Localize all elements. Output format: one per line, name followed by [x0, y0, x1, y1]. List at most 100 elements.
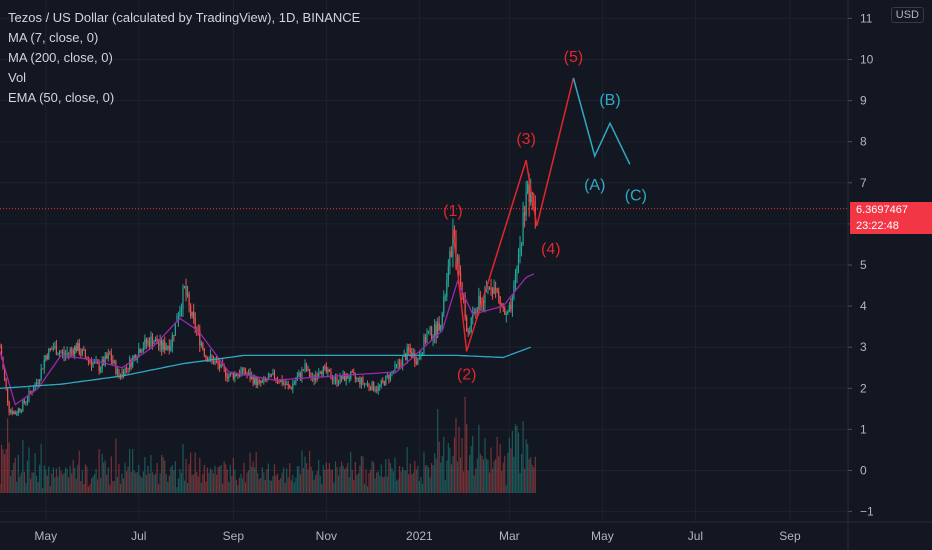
volume-bar [197, 476, 199, 493]
volume-bar [366, 486, 369, 493]
volume-bar [159, 473, 161, 493]
volume-bar [302, 468, 305, 493]
candle-body [235, 373, 237, 376]
time-axis-label: Jul [131, 529, 146, 543]
volume-bar [8, 442, 10, 493]
candle-body [37, 382, 39, 384]
candle-body [185, 285, 187, 296]
candle-body [51, 348, 53, 350]
indicator-ma7[interactable]: MA (7, close, 0) [8, 30, 99, 45]
volume-bar [84, 464, 86, 493]
volume-bar [391, 468, 393, 493]
candle-body [209, 355, 212, 360]
volume-bar [235, 479, 237, 493]
candle-body [40, 368, 42, 380]
volume-bar [45, 469, 47, 493]
candle-body [151, 336, 154, 345]
volume-bar [402, 466, 404, 493]
candle-body [432, 336, 434, 339]
volume-bar [34, 452, 36, 493]
volume-bar [61, 474, 64, 493]
candle-body [125, 367, 128, 369]
candle-body [202, 343, 204, 349]
candle-body [351, 371, 353, 373]
volume-bar [261, 467, 263, 493]
candle-body [78, 343, 80, 355]
volume-bar [71, 472, 73, 493]
candle-body [434, 324, 436, 337]
volume-bar [479, 453, 481, 493]
ma7-line [0, 273, 535, 406]
candle-body [107, 353, 109, 359]
candle-body [491, 288, 494, 294]
indicator-ema50[interactable]: EMA (50, close, 0) [8, 90, 115, 105]
candle-body [336, 377, 338, 384]
volume-bar [179, 468, 181, 493]
candle-body [36, 382, 38, 385]
candle-body [206, 357, 208, 362]
volume-bar [383, 476, 385, 493]
candle-body [400, 364, 402, 367]
candle-body [154, 338, 157, 342]
volume-bar [2, 449, 4, 493]
candle-body [374, 390, 376, 392]
volume-bar [493, 461, 495, 493]
price-axis-label: 7 [860, 176, 867, 190]
price-axis-label: 10 [860, 53, 874, 67]
symbol-title[interactable]: Tezos / US Dollar (calculated by Trading… [8, 10, 361, 25]
volume-bar [139, 475, 141, 493]
volume-bar [319, 475, 321, 493]
volume-bar [467, 470, 469, 493]
volume-bar [185, 459, 187, 493]
candle-body [81, 349, 83, 355]
volume-bar [101, 453, 103, 493]
indicator-ma200[interactable]: MA (200, close, 0) [8, 50, 113, 65]
indicator-volume[interactable]: Vol [8, 70, 27, 85]
volume-bar [244, 482, 247, 493]
volume-bar [26, 460, 29, 493]
candle-body [444, 296, 446, 298]
volume-bar [491, 468, 494, 493]
candle-body [66, 352, 68, 355]
volume-bar [446, 460, 448, 493]
candle-body [286, 383, 288, 385]
volume-bar [308, 450, 311, 493]
candle-body [148, 340, 151, 347]
volume-bar [214, 465, 216, 493]
volume-bar [106, 474, 108, 493]
volume-bar [267, 463, 269, 493]
candle-body [511, 298, 513, 310]
candle-body [440, 325, 442, 330]
volume-bar [336, 467, 338, 493]
candle-body [232, 373, 234, 379]
candle-body [418, 357, 420, 359]
candle-body [158, 343, 160, 346]
volume-bar [450, 464, 452, 493]
volume-bar [167, 481, 169, 493]
candle-body [505, 314, 507, 316]
volume-bar [138, 464, 140, 493]
candle-body [226, 376, 228, 379]
volume-bar [354, 461, 356, 493]
volume-bar [533, 467, 535, 493]
candle-body [347, 374, 349, 379]
volume-bar [444, 480, 446, 493]
currency-button[interactable]: USD [890, 7, 924, 23]
volume-bar [475, 468, 477, 493]
volume-bar [20, 472, 22, 493]
volume-bar [223, 461, 225, 493]
volume-bar [312, 471, 314, 493]
volume-bar [78, 450, 80, 493]
volume-bar [487, 460, 489, 493]
candle-body [337, 382, 340, 384]
candle-body [68, 352, 70, 354]
time-axis-label: Mar [499, 529, 520, 543]
volume-bar [438, 441, 440, 493]
candle-body [215, 360, 218, 362]
volume-bar [170, 467, 172, 493]
candle-body [194, 317, 196, 329]
volume-bar [0, 444, 3, 493]
